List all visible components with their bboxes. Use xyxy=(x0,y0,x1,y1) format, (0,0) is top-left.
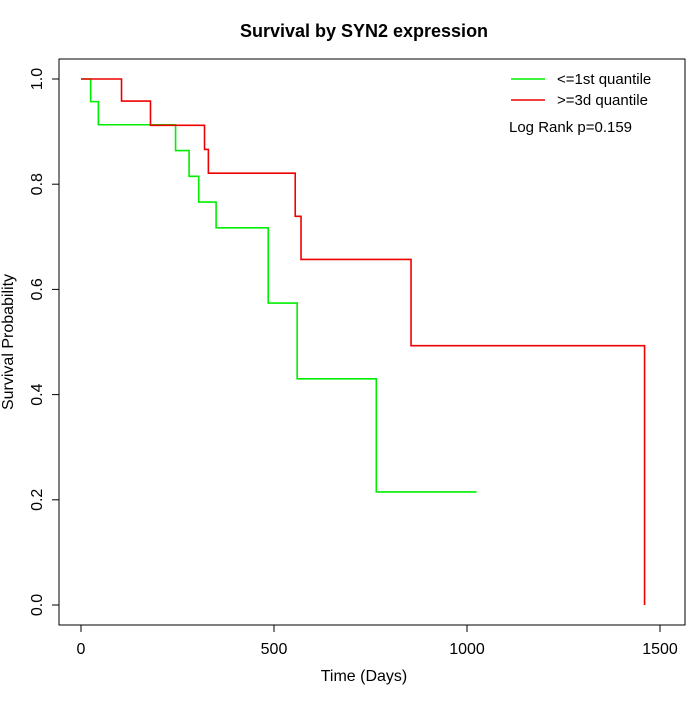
y-tick-label: 0.4 xyxy=(29,383,46,405)
x-tick-label: 1000 xyxy=(449,641,485,658)
y-tick-label: 0.8 xyxy=(29,173,46,195)
y-tick-label: 1.0 xyxy=(29,68,46,90)
y-tick-label: 0.2 xyxy=(29,489,46,511)
x-axis: 0 500 1000 1500 xyxy=(77,624,678,658)
log-rank-annotation: Log Rank p=0.159 xyxy=(509,119,632,136)
y-tick-label: 0.0 xyxy=(29,594,46,616)
y-axis-label: Survival Probability xyxy=(0,274,17,410)
legend-label: <=1st quantile xyxy=(557,71,651,88)
legend: <=1st quantile >=3d quantile xyxy=(511,71,651,109)
y-tick-label: 0.6 xyxy=(29,278,46,300)
x-tick-label: 0 xyxy=(77,641,86,658)
x-tick-label: 1500 xyxy=(642,641,678,658)
legend-label: >=3d quantile xyxy=(557,92,648,109)
chart-title: Survival by SYN2 expression xyxy=(240,21,488,41)
series-line-1 xyxy=(81,78,646,605)
x-axis-label: Time (Days) xyxy=(321,668,408,685)
plot-frame xyxy=(58,58,686,626)
series-layer xyxy=(81,78,646,605)
x-tick-label: 500 xyxy=(261,641,288,658)
y-axis: 0.0 0.2 0.4 0.6 0.8 1.0 xyxy=(29,68,60,616)
series-line-0 xyxy=(81,78,477,493)
